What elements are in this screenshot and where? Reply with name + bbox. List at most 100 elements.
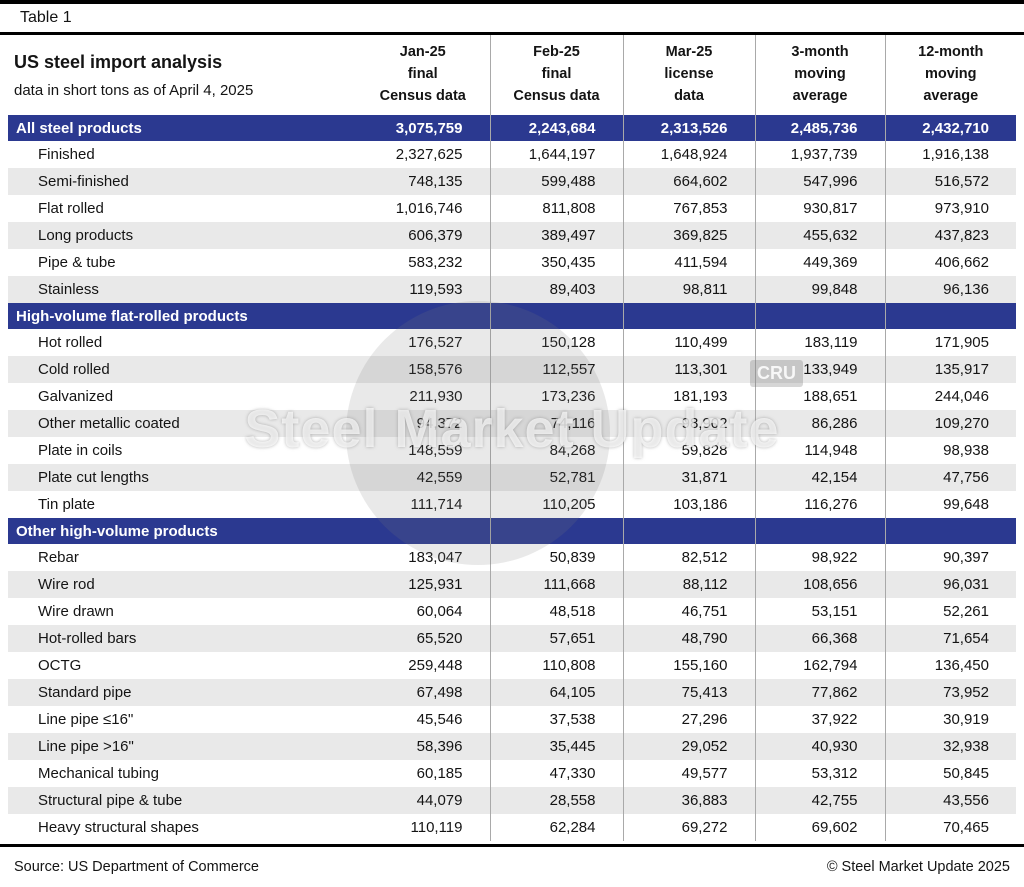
cell-value: 37,922 — [754, 706, 885, 733]
row-label: Structural pipe & tube — [38, 792, 183, 809]
cell-value: 96,031 — [884, 571, 1016, 598]
column-header-line: average — [792, 87, 848, 104]
row-label: Line pipe >16" — [38, 738, 134, 755]
table-row: Plate cut lengths 42,559 52,781 31,871 42,15… — [8, 464, 1016, 491]
table-row: Wire drawn 60,064 48,518 46,751 53,151 52,261 — [8, 598, 1016, 625]
cell-value: 28,558 — [489, 787, 623, 814]
cell-value: 389,497 — [489, 222, 623, 249]
row-label: Semi-finished — [38, 173, 129, 190]
cell-value: 44,079 — [416, 792, 463, 809]
section-value — [884, 303, 1016, 329]
cell-value: 70,465 — [884, 814, 1016, 841]
cell-value: 244,046 — [884, 383, 1016, 410]
cell-value: 133,949 — [754, 356, 885, 383]
row-label: Mechanical tubing — [38, 765, 159, 782]
cell-value: 99,848 — [754, 276, 885, 303]
section-title: High-volume flat-rolled products — [16, 307, 248, 325]
cell-value: 369,825 — [622, 222, 755, 249]
cell-value: 2,327,625 — [395, 146, 463, 163]
cell-value: 150,128 — [489, 329, 623, 356]
table-row: Semi-finished 748,135 599,488 664,602 547,99… — [8, 168, 1016, 195]
data-table: US steel import analysis data in short t… — [8, 35, 1016, 841]
row-label: Hot-rolled bars — [38, 630, 137, 647]
cell-value: 43,556 — [884, 787, 1016, 814]
row-label: Pipe & tube — [38, 254, 116, 271]
table-row: Galvanized 211,930 173,236 181,193 188,651 24… — [8, 383, 1016, 410]
cell-value: 1,644,197 — [489, 141, 623, 168]
cell-value: 158,576 — [408, 361, 463, 378]
cell-value: 1,937,739 — [754, 141, 885, 168]
cell-value: 50,839 — [489, 544, 623, 571]
cell-value: 183,119 — [754, 329, 885, 356]
column-header-line: data — [674, 87, 704, 104]
section-value — [754, 518, 885, 544]
cell-value: 45,546 — [416, 711, 463, 728]
cell-value: 411,594 — [622, 249, 755, 276]
cell-value: 973,910 — [884, 195, 1016, 222]
cell-value: 46,751 — [622, 598, 755, 625]
cell-value: 40,930 — [754, 733, 885, 760]
column-header-line: 3-month — [791, 44, 849, 61]
row-label: Finished — [38, 146, 95, 163]
section-value: 3,075,759 — [395, 119, 463, 137]
cell-value: 52,781 — [489, 464, 623, 491]
row-label: Rebar — [38, 549, 79, 566]
row-label: Plate in coils — [38, 442, 123, 459]
cell-value: 98,902 — [622, 410, 755, 437]
section-header-row: High-volume flat-rolled products — [8, 303, 1016, 329]
cell-value: 135,917 — [884, 356, 1016, 383]
cell-value: 748,135 — [408, 173, 463, 190]
cell-value: 1,016,746 — [395, 200, 463, 217]
section-value — [489, 303, 623, 329]
row-label: Galvanized — [38, 388, 114, 405]
cell-value: 108,656 — [754, 571, 885, 598]
column-header-line: Census data — [379, 87, 466, 104]
cell-value: 42,755 — [754, 787, 885, 814]
table-row: Pipe & tube 583,232 350,435 411,594 449,369 4… — [8, 249, 1016, 276]
cell-value: 67,498 — [416, 684, 463, 701]
cell-value: 171,905 — [884, 329, 1016, 356]
cell-value: 109,270 — [884, 410, 1016, 437]
table-row: Rebar 183,047 50,839 82,512 98,922 90,397 — [8, 544, 1016, 571]
row-label: Flat rolled — [38, 200, 104, 217]
section-value: 2,485,736 — [754, 115, 885, 141]
table-row: Line pipe ≤16" 45,546 37,538 27,296 37,922 30… — [8, 706, 1016, 733]
cell-value: 64,105 — [489, 679, 623, 706]
table-row: Stainless 119,593 89,403 98,811 99,848 96,136 — [8, 276, 1016, 303]
cell-value: 136,450 — [884, 652, 1016, 679]
row-label: Plate cut lengths — [38, 469, 149, 486]
cell-value: 188,651 — [754, 383, 885, 410]
cell-value: 62,284 — [489, 814, 623, 841]
section-header-row: Other high-volume products — [8, 518, 1016, 544]
cell-value: 406,662 — [884, 249, 1016, 276]
section-value: 2,313,526 — [622, 115, 755, 141]
column-header-line: Jan-25 — [399, 44, 446, 61]
table-subtitle: data in short tons as of April 4, 2025 — [14, 81, 254, 99]
table-row: Plate in coils 148,559 84,268 59,828 114,948… — [8, 437, 1016, 464]
cell-value: 125,931 — [408, 576, 463, 593]
table-row: Line pipe >16" 58,396 35,445 29,052 40,930 32… — [8, 733, 1016, 760]
cell-value: 48,790 — [622, 625, 755, 652]
cell-value: 35,445 — [489, 733, 623, 760]
cell-value: 116,276 — [754, 491, 885, 518]
column-header-line: average — [923, 87, 979, 104]
column-header-line: license — [664, 66, 714, 83]
cell-value: 111,668 — [489, 571, 623, 598]
cell-value: 32,938 — [884, 733, 1016, 760]
cell-value: 31,871 — [622, 464, 755, 491]
cell-value: 449,369 — [754, 249, 885, 276]
cell-value: 52,261 — [884, 598, 1016, 625]
cell-value: 42,154 — [754, 464, 885, 491]
row-label: Line pipe ≤16" — [38, 711, 134, 728]
row-label: Heavy structural shapes — [38, 819, 199, 836]
table-row: Other metallic coated 94,372 74,116 98,902 8… — [8, 410, 1016, 437]
cell-value: 96,136 — [884, 276, 1016, 303]
column-header-line: final — [541, 66, 572, 83]
cell-value: 82,512 — [622, 544, 755, 571]
cell-value: 98,811 — [622, 276, 755, 303]
column-header-line: moving — [924, 66, 977, 83]
cell-value: 84,268 — [489, 437, 623, 464]
cell-value: 811,808 — [489, 195, 623, 222]
row-label: OCTG — [38, 657, 82, 674]
table-row: Wire rod 125,931 111,668 88,112 108,656 96,03… — [8, 571, 1016, 598]
